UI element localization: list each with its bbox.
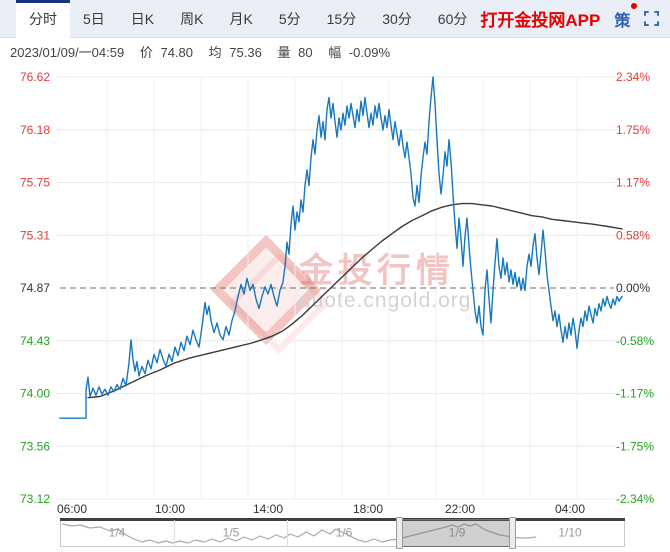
volume-label: 量 bbox=[277, 45, 291, 60]
avg-value: 75.36 bbox=[229, 45, 262, 60]
y-axis-label-left: 73.12 bbox=[20, 492, 50, 506]
fullscreen-button[interactable] bbox=[644, 11, 660, 26]
period-tab-bar: 分时 5日 日K 周K 月K 5分 15分 30分 60分 打开金投网APP 策… bbox=[0, 0, 670, 39]
nav-day-label-1-4: 1/4 bbox=[108, 525, 126, 540]
x-axis-label: 06:00 bbox=[57, 502, 87, 516]
y-axis-label-right: 1.75% bbox=[616, 123, 650, 137]
navigator-day-separator bbox=[174, 520, 175, 546]
price-label: 价 bbox=[139, 45, 153, 60]
tab-monthly-k[interactable]: 月K bbox=[229, 11, 253, 27]
x-axis-label: 04:00 bbox=[555, 502, 585, 516]
tab-daily-k[interactable]: 日K bbox=[130, 11, 155, 27]
y-axis-label-left: 74.43 bbox=[20, 334, 50, 348]
price-value: 74.80 bbox=[160, 45, 194, 60]
y-axis-label-right: 0.00% bbox=[616, 281, 650, 295]
tab-15min[interactable]: 15分 bbox=[326, 11, 357, 27]
y-axis-label-left: 74.87 bbox=[20, 281, 50, 295]
topbar-actions: 打开金投网APP 策 ⋮ bbox=[480, 0, 670, 37]
nav-day-label-1-5: 1/5 bbox=[222, 525, 240, 540]
quote-datetime: 2023/01/09/一04:59 bbox=[10, 45, 125, 60]
average-line bbox=[87, 202, 623, 399]
y-axis-label-left: 76.62 bbox=[20, 70, 50, 84]
quote-info-bar: 2023/01/09/一04:59 价 74.80 均 75.36 量 80 幅… bbox=[10, 42, 394, 61]
y-axis-label-right: -0.58% bbox=[616, 334, 654, 348]
tab-5min[interactable]: 5分 bbox=[278, 11, 301, 27]
navigator-sparkline bbox=[61, 523, 537, 544]
date-range-navigator[interactable]: 1/4 1/5 1/6 1/9 1/10 bbox=[60, 517, 625, 549]
tab-30min[interactable]: 30分 bbox=[382, 11, 412, 27]
tab-time-share[interactable]: 分时 bbox=[16, 0, 70, 39]
strategy-badge-label: 策 bbox=[614, 12, 631, 30]
avg-label: 均 bbox=[208, 45, 222, 60]
nav-day-label-1-10: 1/10 bbox=[558, 525, 582, 540]
x-axis-label: 22:00 bbox=[445, 502, 475, 516]
y-axis-label-right: 0.58% bbox=[616, 228, 650, 242]
x-axis-label: 10:00 bbox=[155, 502, 185, 516]
price-line bbox=[59, 76, 623, 419]
x-axis-label: 18:00 bbox=[353, 502, 383, 516]
y-axis-label-left: 76.18 bbox=[20, 123, 50, 137]
y-axis-label-right: 1.17% bbox=[616, 176, 650, 190]
y-axis-label-right: -2.34% bbox=[616, 492, 654, 506]
y-axis-label-right: -1.75% bbox=[616, 439, 654, 453]
tab-60min[interactable]: 60分 bbox=[437, 11, 468, 27]
navigator-day-separator bbox=[287, 520, 288, 546]
nav-day-label-1-9: 1/9 bbox=[448, 525, 466, 540]
y-axis-label-right: 2.34% bbox=[616, 70, 650, 84]
change-value: -0.09% bbox=[348, 45, 391, 60]
nav-day-label-1-6: 1/6 bbox=[335, 525, 353, 540]
fullscreen-icon bbox=[644, 11, 660, 26]
x-axis-label: 14:00 bbox=[253, 502, 283, 516]
y-axis-label-left: 73.56 bbox=[20, 439, 50, 453]
tab-5day[interactable]: 5日 bbox=[83, 11, 105, 27]
watermark-title: 金投行情 bbox=[299, 252, 455, 290]
strategy-badge[interactable]: 策 bbox=[614, 2, 638, 31]
tab-weekly-k[interactable]: 周K bbox=[180, 11, 204, 27]
y-axis-label-left: 74.00 bbox=[20, 387, 50, 401]
volume-value: 80 bbox=[298, 45, 313, 60]
nav-handle-left[interactable] bbox=[396, 517, 403, 549]
change-label: 幅 bbox=[328, 45, 342, 60]
y-axis-label-left: 75.31 bbox=[20, 228, 50, 242]
nav-selection-window[interactable] bbox=[400, 519, 513, 547]
y-axis-label-left: 75.75 bbox=[20, 176, 50, 190]
y-axis-label-right: -1.17% bbox=[616, 387, 654, 401]
open-app-link[interactable]: 打开金投网APP bbox=[480, 11, 601, 30]
navigator-top-bar bbox=[60, 518, 625, 521]
notification-dot-icon bbox=[631, 2, 638, 9]
nav-handle-right[interactable] bbox=[509, 517, 516, 549]
